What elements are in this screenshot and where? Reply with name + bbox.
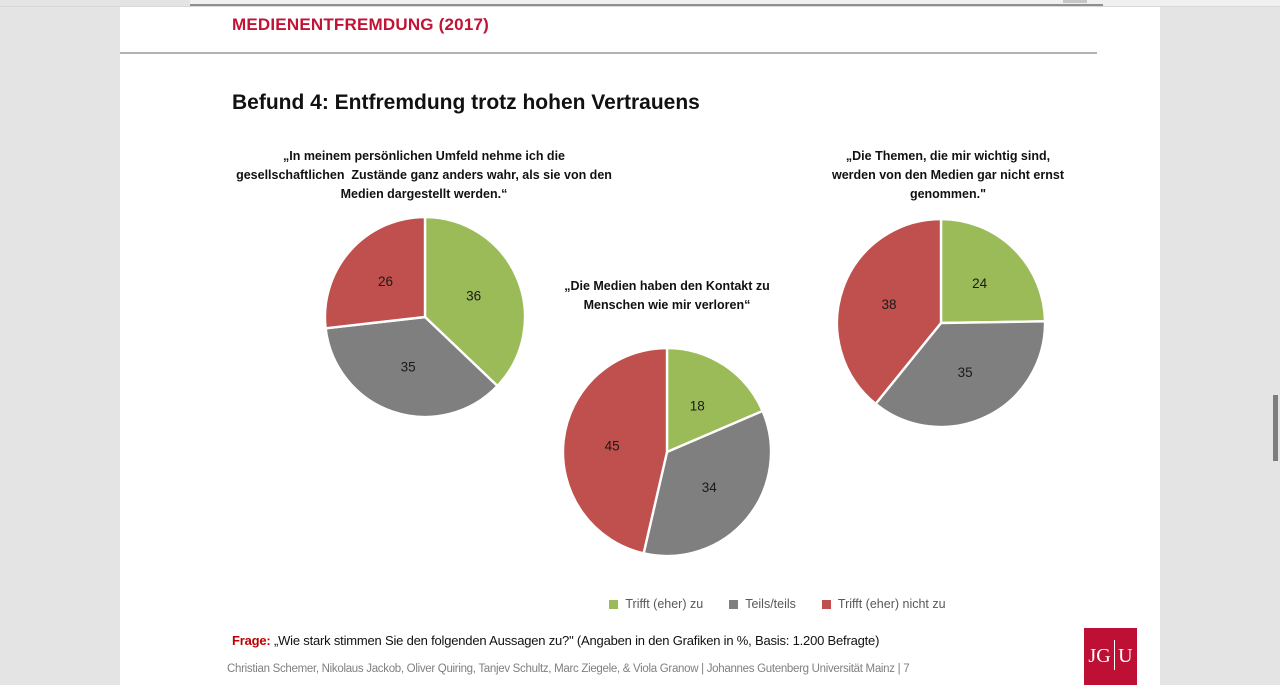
pie-slice-value: 35: [401, 360, 416, 375]
pie-slice-value: 36: [466, 289, 481, 304]
pie-slice: [874, 320, 1047, 429]
pie-slice: [323, 215, 427, 330]
pie-chart-3: 24 35 38: [835, 217, 1047, 429]
quote-left: „In meinem persönlichen Umfeld nehme ich…: [214, 147, 634, 204]
pie-slice-value: 38: [881, 297, 896, 312]
pie-slice-value: 26: [378, 274, 393, 289]
pie-slice: [642, 409, 773, 558]
pie-slice: [423, 215, 527, 388]
page-top-border: [190, 4, 1103, 6]
legend-swatch: [821, 599, 831, 609]
legend-label: Trifft (eher) nicht zu: [837, 597, 946, 611]
slide-page: MEDIENENTFREMDUNG (2017) Befund 4: Entfr…: [120, 7, 1160, 685]
horizontal-scrollbar-thumb[interactable]: [1063, 0, 1087, 3]
pie-chart-2: 18 34 45: [561, 346, 773, 558]
legend-item-3: Trifft (eher) nicht zu: [821, 597, 946, 611]
question-label: Frage:: [232, 633, 271, 648]
deck-header: MEDIENENTFREMDUNG (2017): [232, 15, 489, 34]
quote-line: Medien dargestellt werden.“: [340, 187, 508, 201]
legend-item-1: Trifft (eher) zu: [609, 597, 703, 611]
quote-line: „Die Themen, die mir wichtig sind,: [845, 149, 1051, 163]
pie-slice: [939, 217, 1047, 325]
chart-legend: Trifft (eher) zu Teils/teils Trifft (eher)…: [300, 597, 1255, 611]
pie-slice-value: 34: [702, 480, 718, 495]
jgu-logo-u: U: [1118, 645, 1133, 667]
pie-slice: [324, 315, 499, 419]
legend-label: Teils/teils: [745, 597, 796, 611]
pie-slice: [835, 217, 943, 406]
pie-slice-value: 45: [605, 438, 620, 453]
vertical-scrollbar-thumb[interactable]: [1273, 395, 1278, 461]
legend-swatch: [729, 599, 739, 609]
footer-credits: Christian Schemer, Nikolaus Jackob, Oliv…: [227, 663, 910, 675]
pie-slice-value: 24: [972, 276, 988, 291]
legend-label: Trifft (eher) zu: [625, 597, 704, 611]
pie-slice: [561, 346, 669, 555]
jgu-logo-bar: [1113, 639, 1116, 670]
jgu-logo-jg: JG: [1088, 645, 1111, 667]
slide-title: Befund 4: Entfremdung trotz hohen Vertra…: [232, 91, 700, 114]
quote-right: „Die Themen, die mir wichtig sind, werden…: [783, 147, 1113, 204]
top-strip: [0, 0, 1280, 7]
header-divider: [120, 52, 1097, 54]
quote-line: „In meinem persönlichen Umfeld nehme ich…: [282, 149, 565, 163]
pie-slice-value: 35: [958, 365, 973, 380]
top-strip-left: [0, 0, 190, 6]
pie-slice: [665, 346, 764, 454]
quote-line: gesellschaftlichen Zustände ganz anders …: [236, 168, 612, 182]
quote-line: „Die Medien haben den Kontakt zu: [564, 279, 770, 293]
question-note: Frage: „Wie stark stimmen Sie den folgen…: [232, 633, 879, 648]
legend-swatch: [609, 599, 619, 609]
pie-chart-1: 36 35 26: [323, 215, 527, 419]
legend-item-2: Teils/teils: [729, 597, 796, 611]
quote-middle: „Die Medien haben den Kontakt zu Menschen…: [502, 277, 832, 315]
question-text: „Wie stark stimmen Sie den folgenden Aus…: [270, 633, 880, 648]
quote-line: Menschen wie mir verloren“: [583, 298, 751, 312]
quote-line: genommen.": [909, 187, 987, 201]
pie-slice-value: 18: [690, 399, 705, 414]
jgu-logo: JG U: [1084, 628, 1137, 685]
quote-line: werden von den Medien gar nicht ernst: [832, 168, 1064, 182]
